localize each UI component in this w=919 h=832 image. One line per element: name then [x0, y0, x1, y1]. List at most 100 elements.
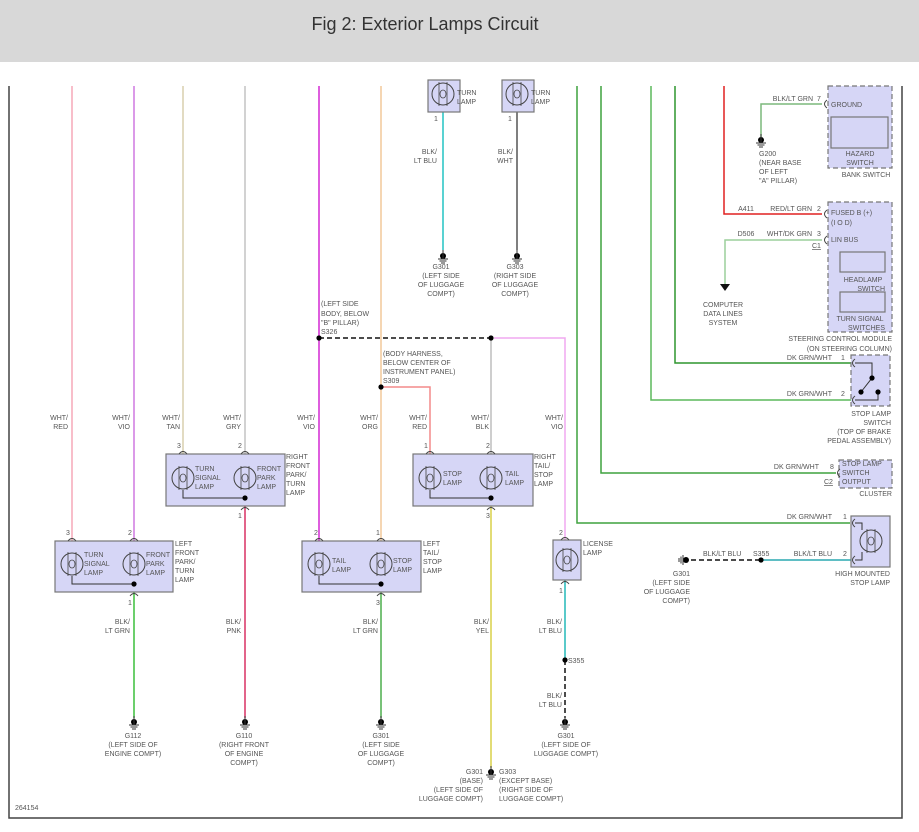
diagram-label: TAN [167, 424, 180, 431]
diagram-label: G112 [125, 733, 142, 740]
diagram-label: DATA LINES [703, 311, 743, 318]
diagram-label: "B" PILLAR) [321, 320, 359, 327]
bulb-filament [563, 555, 571, 565]
ground-lines [438, 250, 448, 264]
ground-icon [560, 716, 570, 730]
connector-pin-icon [240, 507, 250, 511]
diagram-label: STOP LAMP [850, 580, 890, 587]
splice-dot [488, 495, 494, 501]
bulb-filament [439, 89, 447, 99]
diagram-label: LUGGAGE COMPT) [499, 796, 563, 803]
diagram-label: OF LUGGAGE [644, 589, 691, 596]
splice-dot [131, 581, 137, 587]
diagram-label: 2 [128, 530, 132, 537]
cluster [838, 459, 893, 489]
diagram-label: BLK/ [115, 619, 130, 626]
splice-dot [242, 495, 248, 501]
diagram-label: LAMP [257, 484, 276, 491]
diagram-label: COMPT) [427, 291, 455, 298]
ground-icon [129, 716, 139, 730]
wire-dk-grn-wht-switch-1 [674, 86, 851, 364]
diagram-label: OUTPUT [842, 479, 872, 486]
diagram-label: (TOP OF BRAKE [837, 429, 891, 436]
connector-pin-icon [852, 395, 856, 405]
diagram-label: COMPT) [662, 598, 690, 605]
diagram-label: G301 [432, 264, 449, 271]
connector-pin-icon [560, 537, 570, 541]
diagram-label: BANK SWITCH [842, 172, 891, 179]
splice-s309-label: (BODY HARNESS, BELOW CENTER OF INSTRUMENT… [383, 351, 455, 385]
splice-dot [562, 657, 568, 663]
bulb-icon [555, 548, 579, 572]
bulb-glass [369, 552, 393, 576]
diagram-label: (EXCEPT BASE) [499, 778, 552, 785]
diagram-label: 3 [376, 600, 380, 607]
steering-control-module-labels: A411 RED/LT GRN 2 FUSED B (+) (I O D) D506 W… [703, 206, 892, 353]
diagram-label: STOP [393, 558, 412, 565]
diagram-label: LAMP [423, 568, 442, 575]
high-mounted-stop-lamp-labels: DK GRN/WHT 1 BLK/LT BLU 2 BLK/LT BLU S355 … [703, 514, 890, 587]
diagram-label: BLK/ [498, 149, 513, 156]
ground-icon [678, 555, 689, 565]
diagram-label: COMPT) [501, 291, 529, 298]
splice-dot [858, 389, 864, 395]
diagram-label: (RIGHT SIDE [494, 273, 537, 280]
diagram-label: LAMP [175, 577, 194, 584]
bulb-leads [866, 529, 876, 553]
diagram-label: G303 [499, 769, 516, 776]
top-right-turn-lamp [501, 79, 535, 113]
diagram-label: S355 [568, 658, 584, 665]
diagram-label: STEERING CONTROL MODULE [788, 336, 892, 343]
diagram-label: LAMP [393, 567, 412, 574]
bulb-filament [241, 473, 249, 483]
bulb-glass [555, 548, 579, 572]
ground-lines [560, 716, 570, 730]
diagram-label: OF LUGGAGE [492, 282, 539, 289]
bulb-leads [512, 82, 522, 106]
bulb-icon [418, 466, 442, 490]
diagram-label: LAMP [457, 99, 476, 106]
bulb-glass [122, 552, 146, 576]
diagram-label: G301 [372, 733, 389, 740]
diagram-label: LAMP [443, 480, 462, 487]
connector-pin-icon [824, 209, 828, 219]
diagram-frame [8, 86, 903, 819]
bulb-leads [486, 466, 496, 490]
bulb-glass [479, 466, 503, 490]
diagram-label: LAMP [286, 490, 305, 497]
diagram-label: CLUSTER [859, 491, 892, 498]
wire-wht-red-s309 [381, 386, 431, 454]
diagram-label: LAMP [531, 99, 550, 106]
ground-lines [756, 134, 766, 148]
bulb-filament [315, 559, 323, 569]
diagram-label: SIGNAL [195, 475, 221, 482]
wire-dk-grn-wht-cluster [600, 86, 836, 474]
ground-lines [512, 250, 522, 264]
bulb-glass [307, 552, 331, 576]
bulb-icon [171, 466, 195, 490]
diagram-label: RED/LT GRN [770, 206, 812, 213]
diagram-label: (RIGHT SIDE OF [499, 787, 553, 794]
diagram-label: ORG [362, 424, 378, 431]
diagram-label: 2 [843, 551, 847, 558]
bulb-leads [240, 466, 250, 490]
connector-pin-icon [486, 507, 496, 511]
bulb-leads [67, 552, 77, 576]
diagram-label: 8 [830, 464, 834, 471]
diagram-label: HEADLAMP [844, 277, 883, 284]
diagram-label: PNK [227, 628, 242, 635]
diagram-label: SIGNAL [84, 561, 110, 568]
diagram-label: 2 [486, 443, 490, 450]
diagram-label: 2 [238, 443, 242, 450]
bulb-glass [418, 466, 442, 490]
diagram-label: (BODY HARNESS, [383, 351, 443, 358]
diagram-label: G303 [506, 264, 523, 271]
diagram-label: WHT/ [545, 415, 563, 422]
diagram-label: LEFT [175, 541, 193, 548]
ground-labels: G112 (LEFT SIDE OF ENGINE COMPT) G110 (RIGH… [105, 151, 802, 803]
connector-pin-icon [837, 468, 841, 478]
bulb-glass [431, 82, 455, 106]
diagram-label: COMPT) [230, 760, 258, 767]
diagram-label: TURN SIGNAL [836, 316, 883, 323]
